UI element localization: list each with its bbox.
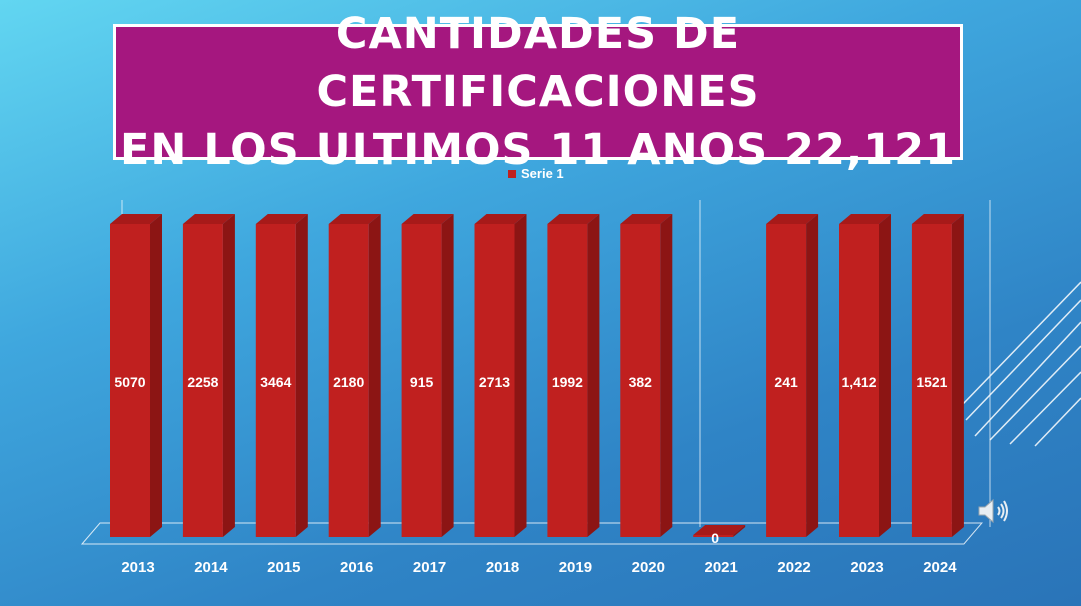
- bar-side: [514, 214, 527, 537]
- bar-side: [222, 214, 235, 537]
- bar: [693, 535, 734, 537]
- bar-side: [150, 214, 162, 537]
- bar-top: [255, 214, 308, 224]
- legend: Serie 1: [508, 166, 564, 181]
- bar: [110, 224, 150, 537]
- bar-top: [401, 214, 454, 224]
- data-label: 382: [629, 374, 653, 390]
- data-label: 3464: [260, 374, 291, 390]
- bar: [911, 224, 952, 537]
- bar-side: [733, 525, 746, 537]
- bar-top: [182, 214, 235, 224]
- data-label: 915: [410, 374, 434, 390]
- x-tick-label: 2014: [194, 559, 228, 576]
- bar-top: [620, 214, 673, 224]
- bar-top: [911, 214, 964, 224]
- x-tick-label: 2015: [267, 559, 300, 576]
- data-label: 2258: [187, 374, 218, 390]
- bar: [182, 224, 223, 537]
- legend-swatch: [508, 169, 516, 178]
- speaker-icon[interactable]: [976, 496, 1010, 526]
- data-label: 2713: [479, 374, 510, 390]
- bar-top: [474, 214, 527, 224]
- data-label: 1,412: [841, 374, 876, 390]
- bar-side: [295, 214, 308, 537]
- bar-side: [441, 214, 454, 537]
- bar: [620, 224, 661, 537]
- slide-title: CANTIDADES DE CERTIFICACIONES EN LOS ULT…: [119, 9, 956, 175]
- bar: [839, 224, 879, 537]
- x-tick-label: 2019: [559, 559, 592, 576]
- bar-top: [839, 214, 891, 224]
- bar-side: [368, 214, 381, 537]
- bar-side: [587, 214, 600, 537]
- bar-top: [766, 214, 819, 224]
- bar-side: [951, 214, 964, 537]
- legend-label: Serie 1: [521, 166, 564, 181]
- x-tick-label: 2013: [121, 559, 154, 576]
- bar: [766, 224, 807, 537]
- data-label: 241: [774, 374, 798, 390]
- chart-floor: [80, 522, 983, 545]
- x-tick-label: 2021: [705, 559, 738, 576]
- data-label: 2180: [333, 374, 364, 390]
- bar-top: [693, 525, 746, 535]
- x-tick-label: 2016: [340, 559, 373, 576]
- x-tick-label: 2017: [413, 559, 446, 576]
- bar: [255, 224, 296, 537]
- bar: [547, 224, 588, 537]
- bar-side: [879, 214, 891, 537]
- data-label: 5070: [114, 374, 145, 390]
- bar-top: [547, 214, 600, 224]
- bar: [401, 224, 442, 537]
- bar-top: [110, 214, 162, 224]
- title-box: CANTIDADES DE CERTIFICACIONES EN LOS ULT…: [113, 9, 963, 175]
- bar-side: [806, 214, 819, 537]
- x-tick-label: 2024: [923, 559, 957, 576]
- x-tick-label: 2023: [850, 559, 883, 576]
- x-tick-label: 2022: [777, 559, 810, 576]
- x-tick-label: 2018: [486, 559, 519, 576]
- bar: [474, 224, 515, 537]
- bar: [328, 224, 369, 537]
- bar-side: [660, 214, 673, 537]
- x-tick-label: 2020: [632, 559, 665, 576]
- data-label: 1992: [552, 374, 583, 390]
- data-label: 1521: [916, 374, 947, 390]
- data-label: 0: [711, 530, 719, 546]
- bar-top: [328, 214, 381, 224]
